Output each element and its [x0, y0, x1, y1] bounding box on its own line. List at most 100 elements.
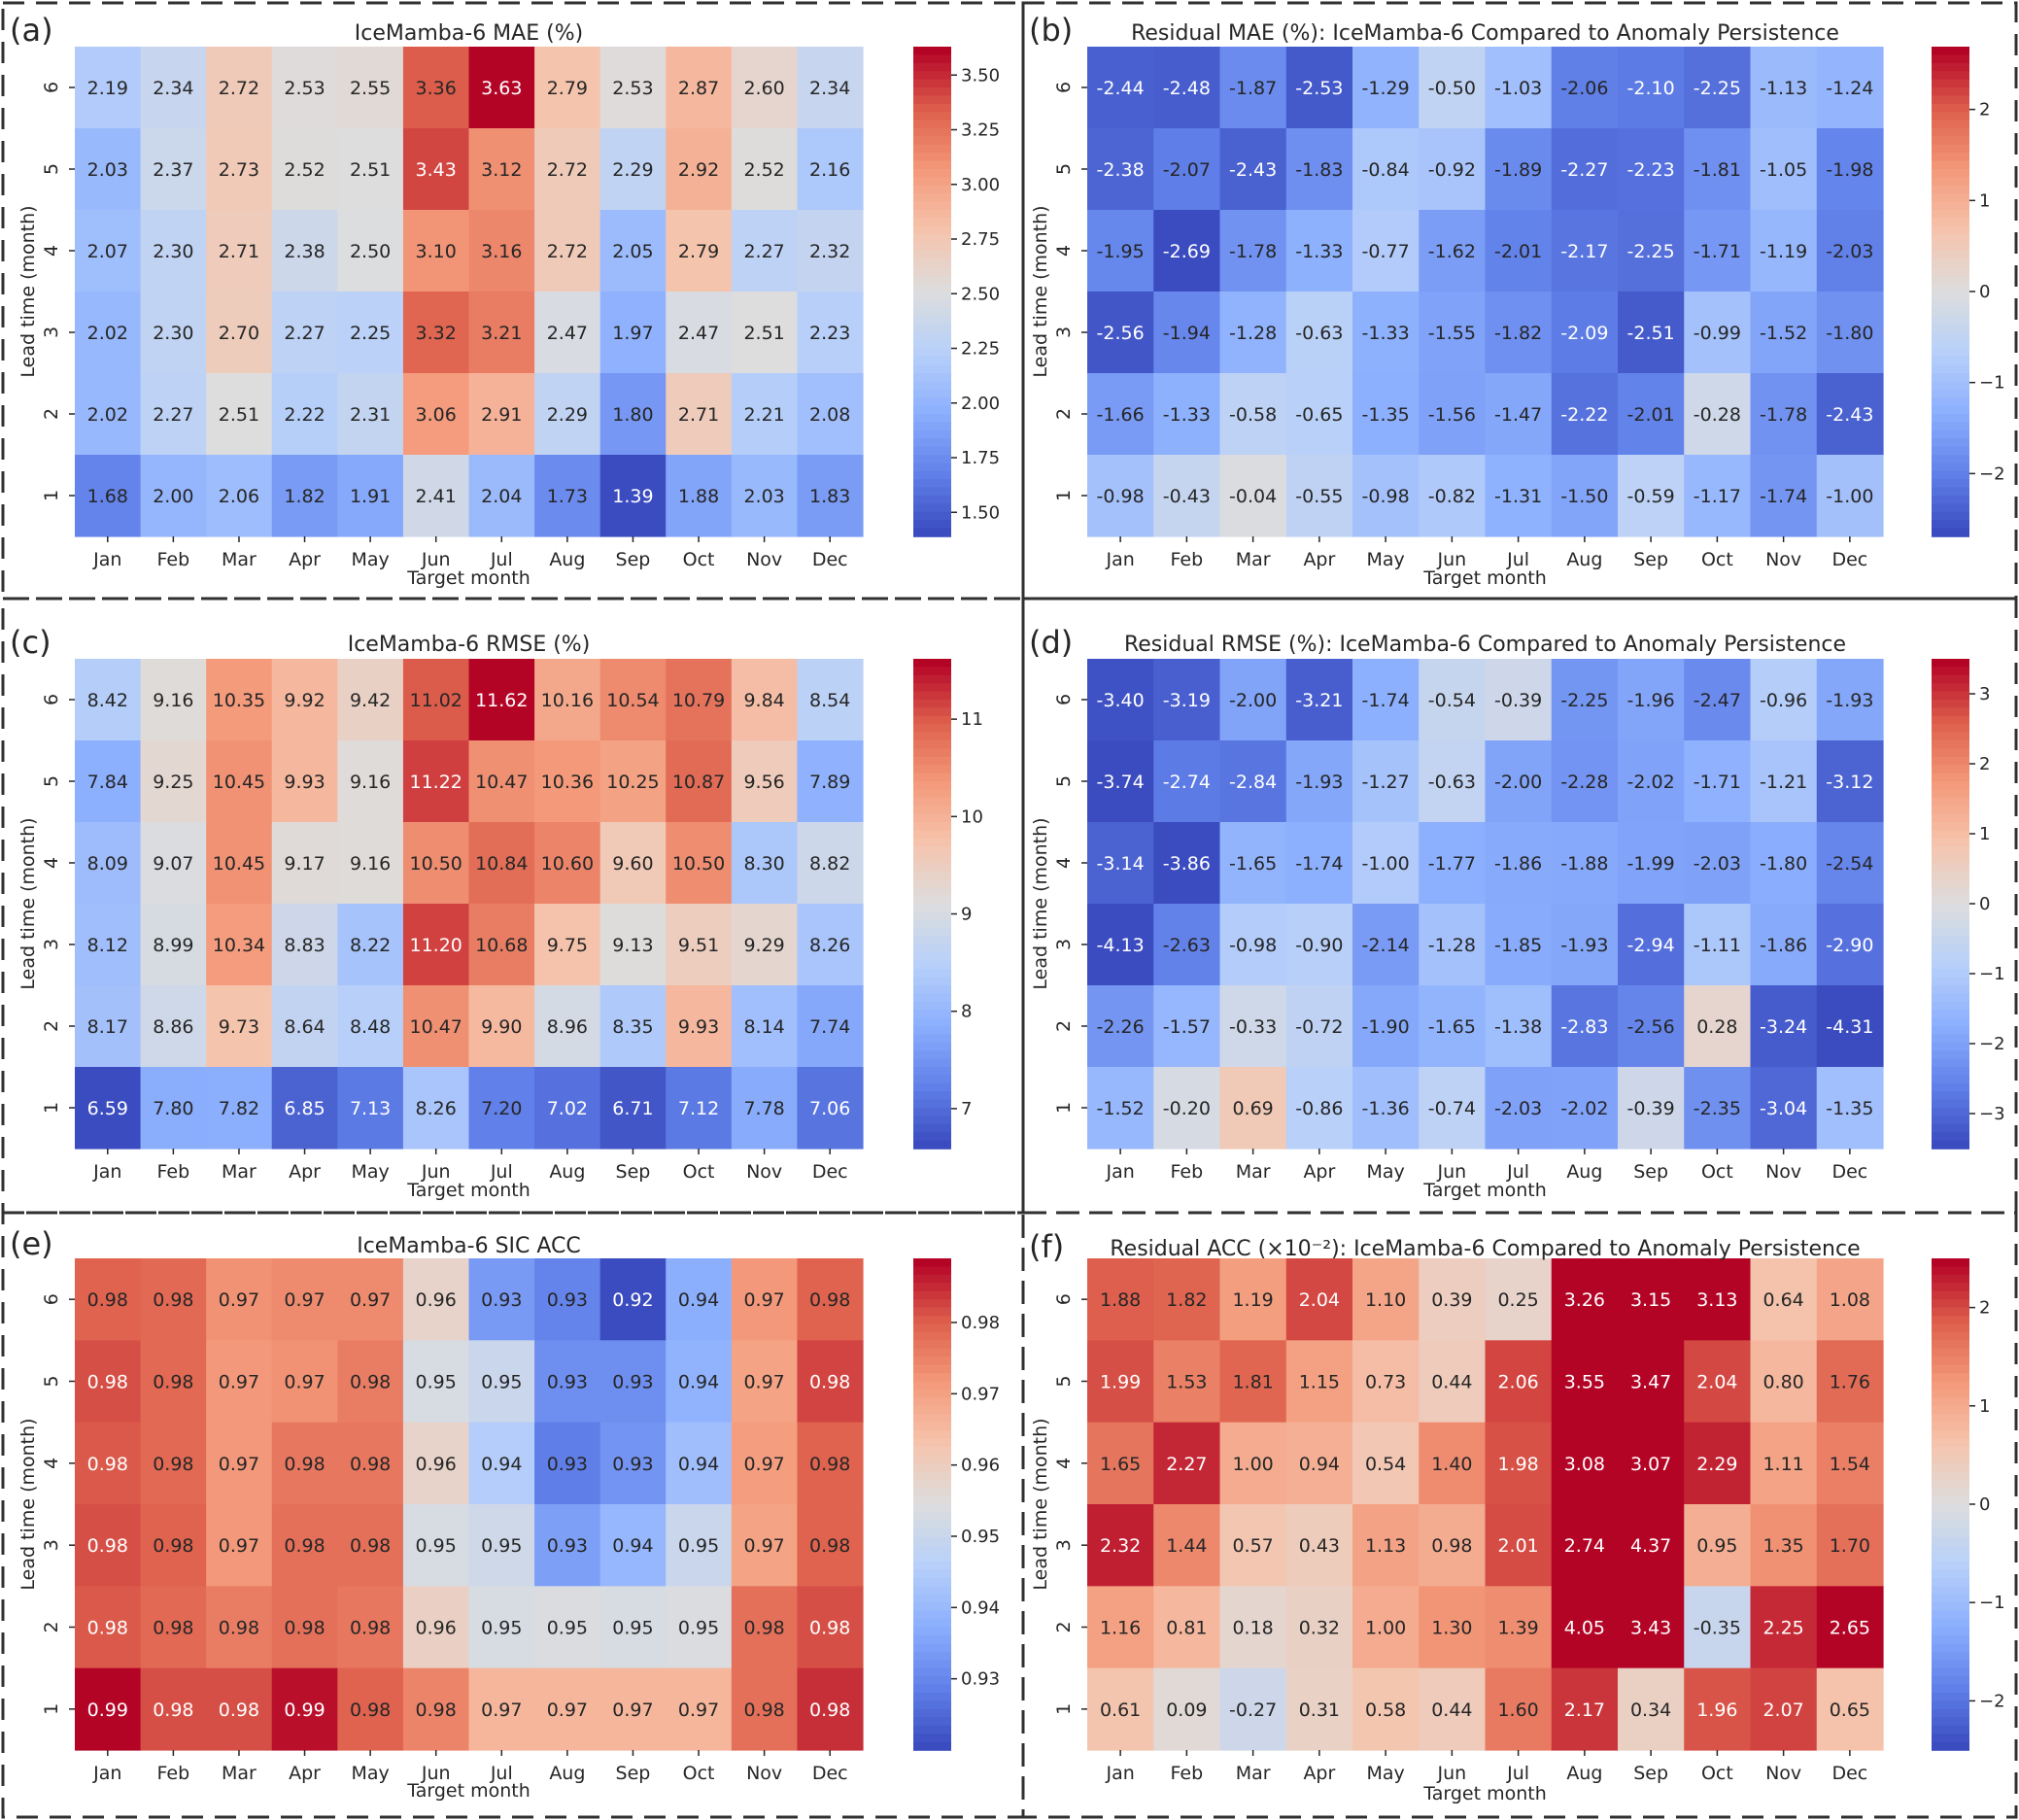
- colorbar-segment: [1932, 740, 1969, 750]
- cell-value-label: 8.26: [416, 1098, 457, 1119]
- colorbar-tick-label: 0.93: [961, 1669, 1000, 1690]
- colorbar-segment: [913, 773, 951, 782]
- heatmap-cell: [140, 740, 207, 823]
- x-tick-label: Sep: [1633, 549, 1668, 570]
- colorbar-segment: [913, 985, 951, 995]
- colorbar-segment: [1932, 446, 1969, 456]
- heatmap-cell: [1219, 1067, 1287, 1150]
- heatmap-cell: [271, 740, 338, 823]
- heatmap-cell: [731, 659, 799, 741]
- x-tick-label: May: [1366, 549, 1404, 570]
- cell-value-label: -2.47: [1694, 690, 1741, 711]
- heatmap-cell: [468, 1067, 535, 1150]
- colorbar-segment: [1932, 691, 1969, 701]
- cell-value-label: 2.25: [350, 323, 391, 344]
- cell-value-label: 0.98: [153, 1535, 193, 1557]
- cell-value-label: 2.50: [350, 241, 391, 262]
- colorbar-segment: [1932, 1643, 1969, 1653]
- colorbar-segment: [913, 1290, 951, 1300]
- colorbar-segment: [1932, 1627, 1969, 1636]
- colorbar-tick-label: 1.50: [961, 502, 1000, 523]
- cell-value-label: 2.06: [1497, 1372, 1538, 1393]
- heatmap-cell: [75, 659, 142, 741]
- cell-value-label: 1.54: [1830, 1454, 1870, 1475]
- cell-value-label: -1.33: [1295, 241, 1343, 262]
- heatmap-cell: [1419, 292, 1487, 374]
- colorbar-segment: [913, 1512, 951, 1522]
- cell-value-label: -0.98: [1229, 935, 1277, 956]
- heatmap-cell: [797, 1258, 864, 1341]
- x-tick-label: Jan: [1105, 1763, 1134, 1784]
- heatmap-cell: [1750, 1422, 1818, 1505]
- cell-value-label: 1.83: [809, 486, 850, 507]
- x-tick-label: Mar: [1236, 549, 1271, 570]
- colorbar-segment: [1932, 1512, 1969, 1522]
- heatmap-cell: [1219, 1258, 1287, 1341]
- x-tick-label: Dec: [1831, 549, 1867, 570]
- colorbar-segment: [1932, 1717, 1969, 1727]
- heatmap-cell: [1485, 1586, 1553, 1669]
- heatmap-cell: [402, 455, 470, 537]
- cell-value-label: -1.57: [1163, 1016, 1211, 1038]
- heatmap-cell: [1551, 1667, 1619, 1751]
- cell-value-label: -2.14: [1362, 935, 1410, 956]
- heatmap-cell: [1153, 822, 1221, 905]
- colorbar-segment: [1932, 1446, 1969, 1457]
- heatmap-cell: [206, 659, 273, 741]
- cell-value-label: 1.10: [1365, 1289, 1406, 1311]
- heatmap-cell: [271, 1504, 338, 1587]
- heatmap-cell: [1816, 985, 1884, 1068]
- cell-value-label: -1.93: [1826, 690, 1873, 711]
- cell-value-label: -0.63: [1295, 323, 1343, 344]
- colorbar-segment: [913, 1132, 951, 1142]
- heatmap-cell: [402, 740, 470, 823]
- heatmap-panel: -2.44 -2.48 -1.87 -2.53 -1.29 -0.50 -1.03 -2.06…: [1029, 12, 2005, 589]
- cell-value-label: 2.72: [547, 159, 588, 181]
- cell-value-label: 10.84: [475, 853, 528, 875]
- heatmap-cell: [797, 292, 864, 374]
- heatmap-cell: [534, 1586, 601, 1669]
- heatmap-cell: [75, 1258, 142, 1341]
- cell-value-label: 0.95: [678, 1618, 719, 1639]
- cell-value-label: -2.10: [1627, 78, 1675, 99]
- colorbar-segment: [913, 54, 951, 64]
- heatmap-cell: [75, 292, 142, 374]
- heatmap-cell: [666, 740, 733, 823]
- colorbar-segment: [1932, 266, 1969, 276]
- cell-value-label: -1.03: [1494, 78, 1542, 99]
- heatmap-cell: [599, 1422, 667, 1505]
- cell-value-label: -2.17: [1560, 241, 1608, 262]
- colorbar-segment: [913, 1660, 951, 1669]
- heatmap-cell: [666, 47, 733, 129]
- heatmap-cell: [1153, 1667, 1221, 1751]
- heatmap-cell: [797, 904, 864, 986]
- y-tick-label: 5: [1053, 1375, 1075, 1387]
- colorbar-segment: [1932, 292, 1969, 301]
- x-tick-label: Oct: [1701, 549, 1733, 570]
- cell-value-label: 1.00: [1232, 1454, 1273, 1475]
- cell-value-label: 3.55: [1564, 1372, 1605, 1393]
- heatmap-cell: [1816, 822, 1884, 905]
- colorbar-segment: [913, 251, 951, 260]
- x-tick-label: Jun: [421, 549, 451, 570]
- x-tick-label: Jan: [1105, 549, 1134, 570]
- x-tick-label: Jan: [92, 1161, 121, 1183]
- heatmap-cell: [1485, 210, 1553, 292]
- colorbar-tick-label: 2: [1979, 754, 1990, 774]
- heatmap-cell: [534, 740, 601, 823]
- heatmap-cell: [1684, 128, 1752, 211]
- colorbar-segment: [913, 1058, 951, 1068]
- cell-value-label: -0.77: [1362, 241, 1410, 262]
- heatmap-cell: [271, 1667, 338, 1751]
- colorbar-segment: [913, 381, 951, 391]
- heatmap-cell: [1352, 1504, 1420, 1587]
- colorbar-segment: [1932, 1619, 1969, 1629]
- cell-value-label: 0.69: [1232, 1098, 1273, 1119]
- cell-value-label: 0.97: [481, 1700, 522, 1721]
- cell-value-label: -2.03: [1694, 853, 1741, 875]
- heatmap-panel: 1.88 1.82 1.19 2.04 1.10 0.39 0.25 3.26 3.15 3.13…: [1029, 1228, 2005, 1804]
- colorbar-segment: [913, 1562, 951, 1571]
- cell-value-label: 3.07: [1630, 1454, 1671, 1475]
- x-tick-label: Aug: [549, 1161, 585, 1183]
- heatmap-cell: [1153, 1258, 1221, 1341]
